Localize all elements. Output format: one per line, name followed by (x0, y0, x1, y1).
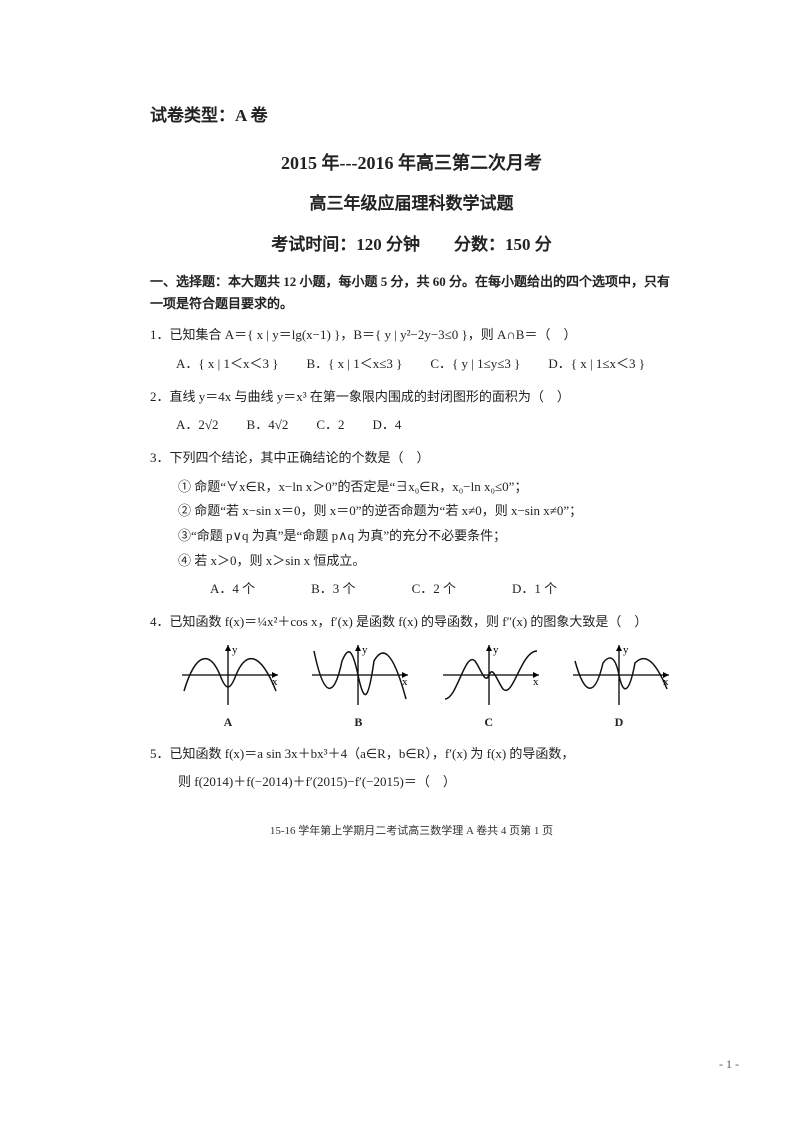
q3-sub2: ② 命题“若 x−sin x＝0，则 x＝0”的逆否命题为“若 x≠0，则 x−… (178, 499, 673, 524)
title-time-score: 考试时间：120 分钟 分数：150 分 (150, 229, 673, 261)
q3-opt-a: A．4 个 (210, 577, 255, 602)
svg-text:x: x (272, 676, 278, 688)
q4-label-a: A (224, 711, 233, 734)
q3-opt-d: D．1 个 (512, 577, 557, 602)
svg-text:y: y (623, 644, 629, 656)
q4-graph-c: y x C (435, 641, 543, 734)
q1-options: A．{ x | 1＜x＜3 } B．{ x | 1＜x≤3 } C．{ y | … (176, 352, 673, 377)
q4-graph-b: y x B (304, 641, 412, 734)
title-subject: 高三年级应届理科数学试题 (150, 188, 673, 220)
q3-opt-c: C．2 个 (412, 577, 456, 602)
q4-graph-a: y x A (174, 641, 282, 734)
q1-opt-d: D．{ x | 1≤x＜3 } (548, 352, 645, 377)
svg-text:y: y (493, 644, 499, 656)
q1-stem: 1．已知集合 A＝{ x | y＝lg(x−1) }，B＝{ y | y²−2y… (150, 323, 673, 348)
q5-stem: 5．已知函数 f(x)＝a sin 3x＋bx³＋4（a∈R，b∈R），f′(x… (150, 742, 673, 767)
svg-text:x: x (533, 676, 539, 688)
q2-opt-d: D．4 (373, 413, 402, 438)
q4-graph-d: y x D (565, 641, 673, 734)
q2-opt-a: A．2√2 (176, 413, 219, 438)
q3-sub3: ③“命题 p∨q 为真”是“命题 p∧q 为真”的充分不必要条件； (178, 524, 673, 549)
svg-text:y: y (232, 644, 238, 656)
q4-stem: 4．已知函数 f(x)＝¼x²＋cos x，f′(x) 是函数 f(x) 的导函… (150, 610, 673, 635)
q1-opt-c: C．{ y | 1≤y≤3 } (430, 352, 520, 377)
svg-text:x: x (402, 676, 408, 688)
title-year: 2015 年---2016 年高三第二次月考 (150, 146, 673, 180)
q3-opt-b: B．3 个 (311, 577, 355, 602)
q3-sub1: ① 命题“∀x∈R，x−ln x＞0”的否定是“∃x₀∈R，x₀−ln x₀≤0… (178, 475, 673, 500)
q2-options: A．2√2 B．4√2 C．2 D．4 (176, 413, 673, 438)
paper-type: 试卷类型：A 卷 (150, 100, 673, 132)
q3-sub4: ④ 若 x＞0，则 x＞sin x 恒成立。 (178, 549, 673, 574)
q4-label-d: D (615, 711, 624, 734)
q3-stem: 3．下列四个结论，其中正确结论的个数是（ ） (150, 446, 673, 471)
q5-line2: 则 f(2014)＋f(−2014)＋f′(2015)−f′(−2015)＝（ … (178, 770, 673, 795)
q4-graph-row: y x A y x B y (174, 641, 673, 734)
svg-text:y: y (362, 644, 368, 656)
q4-label-b: B (354, 711, 362, 734)
page-footer: 15-16 学年第上学期月二考试高三数学理 A 卷共 4 页第 1 页 (150, 821, 673, 842)
q2-stem: 2．直线 y＝4x 与曲线 y＝x³ 在第一象限内围成的封闭图形的面积为（ ） (150, 385, 673, 410)
section1-head: 一、选择题：本大题共 12 小题，每小题 5 分，共 60 分。在每小题给出的四… (150, 271, 673, 315)
q1-opt-a: A．{ x | 1＜x＜3 } (176, 352, 278, 377)
q1-opt-b: B．{ x | 1＜x≤3 } (306, 352, 402, 377)
page-number-corner: - 1 - (719, 1057, 739, 1072)
q2-opt-b: B．4√2 (247, 413, 289, 438)
q2-opt-c: C．2 (316, 413, 344, 438)
q4-label-c: C (484, 711, 493, 734)
q3-options: A．4 个 B．3 个 C．2 个 D．1 个 (210, 577, 673, 602)
svg-text:x: x (663, 676, 669, 688)
